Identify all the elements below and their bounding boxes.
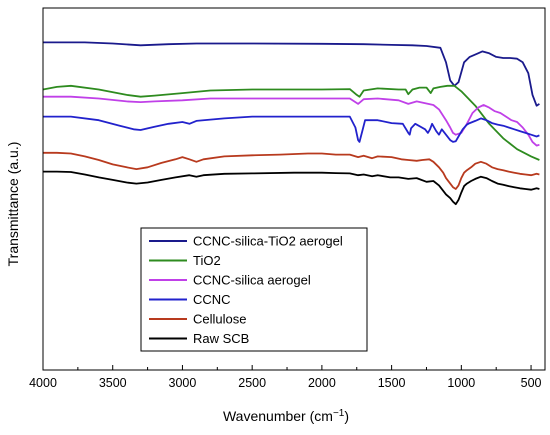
series-line-4 [43, 151, 540, 190]
legend-label: Cellulose [193, 312, 246, 327]
series-line-5 [43, 170, 540, 206]
x-axis-title: Wavenumber (cm−1) [223, 408, 349, 424]
x-tick-label: 3500 [99, 376, 127, 390]
x-tick-label: 2000 [308, 376, 336, 390]
legend-label: CCNC-silica aerogel [193, 273, 311, 288]
x-tick-label: 4000 [29, 376, 57, 390]
legend-label: TiO2 [193, 253, 221, 268]
series-line-1 [42, 84, 540, 161]
x-tick-label: 1500 [378, 376, 406, 390]
axes: 4000 3500 3000 2500 2000 1500 1000 500 [29, 7, 546, 390]
plot-area [42, 41, 540, 206]
x-tick-label: 2500 [238, 376, 266, 390]
legend-label: Raw SCB [193, 331, 249, 346]
x-tick-label: 500 [521, 376, 542, 390]
legend-label: CCNC-silica-TiO2 aerogel [193, 234, 343, 249]
x-tick-label: 1000 [447, 376, 475, 390]
plot-frame [42, 7, 546, 371]
x-tick-label: 3000 [169, 376, 197, 390]
legend: CCNC-silica-TiO2 aerogel TiO2 CCNC-silica … [140, 227, 368, 352]
series-line-2 [43, 95, 540, 147]
series-line-3 [43, 115, 540, 143]
legend-box [140, 227, 368, 352]
y-axis-title: Transmittance (a.u.) [5, 142, 21, 267]
legend-label: CCNC [193, 292, 231, 307]
